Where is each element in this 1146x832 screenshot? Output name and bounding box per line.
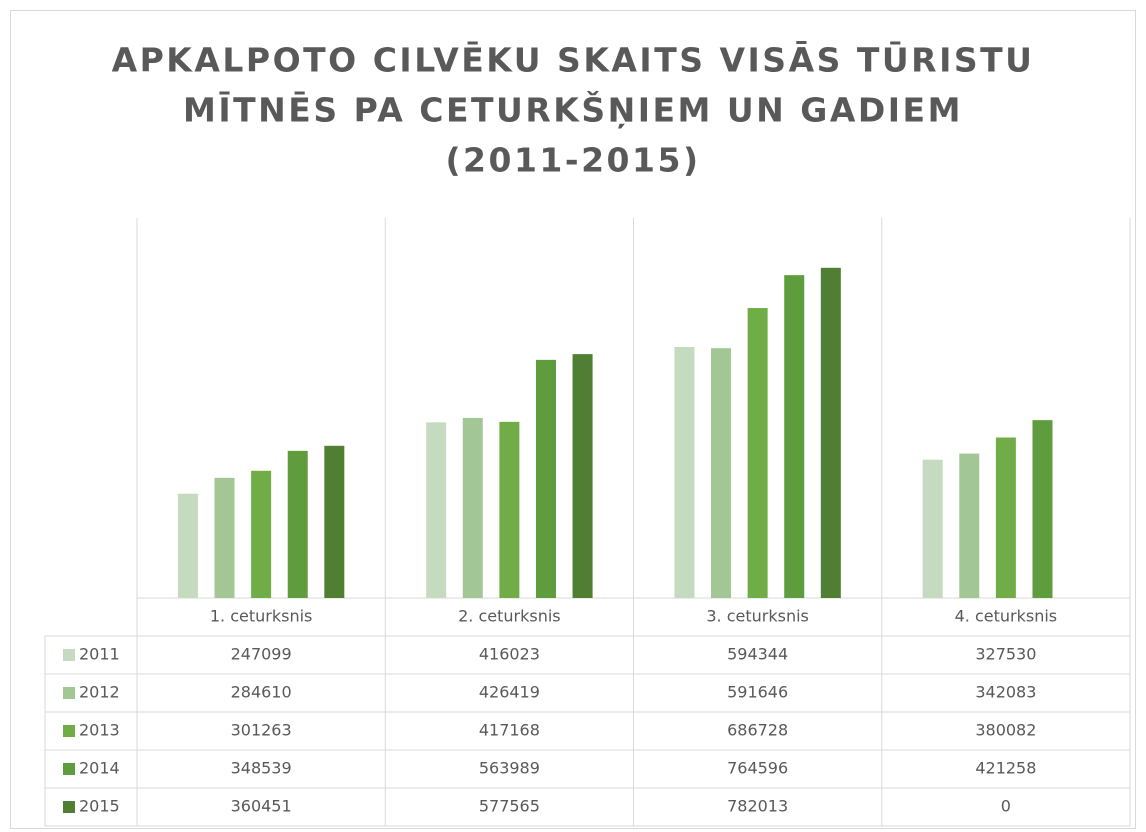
table-cell: 764596 bbox=[727, 759, 788, 778]
table-cell: 284610 bbox=[231, 683, 292, 702]
table-cell: 416023 bbox=[479, 645, 540, 664]
table-cell: 327530 bbox=[975, 645, 1036, 664]
bar bbox=[784, 275, 805, 598]
legend-key bbox=[63, 801, 75, 813]
bar bbox=[462, 417, 483, 598]
table-cell: 421258 bbox=[975, 759, 1036, 778]
table-cell: 563989 bbox=[479, 759, 540, 778]
table-cell: 417168 bbox=[479, 721, 540, 740]
category-label: 2. ceturksnis bbox=[458, 607, 561, 626]
category-label: 1. ceturksnis bbox=[210, 607, 313, 626]
legend-key bbox=[63, 687, 75, 699]
table-cell: 380082 bbox=[975, 721, 1036, 740]
table-cell: 782013 bbox=[727, 797, 788, 816]
bar bbox=[820, 267, 841, 598]
table-cell: 301263 bbox=[231, 721, 292, 740]
table-cell: 247099 bbox=[231, 645, 292, 664]
category-label: 3. ceturksnis bbox=[706, 607, 809, 626]
bar bbox=[747, 308, 768, 598]
chart-title: APKALPOTO CILVĒKU SKAITS VISĀS TŪRISTU bbox=[112, 40, 1035, 80]
legend-key bbox=[63, 649, 75, 661]
legend-label: 2014 bbox=[79, 759, 120, 778]
table-cell: 348539 bbox=[231, 759, 292, 778]
bar bbox=[1032, 420, 1053, 598]
table-cell: 342083 bbox=[975, 683, 1036, 702]
table-cell: 360451 bbox=[231, 797, 292, 816]
table-cell: 577565 bbox=[479, 797, 540, 816]
bar bbox=[674, 347, 695, 598]
table-cell: 591646 bbox=[727, 683, 788, 702]
chart-title: (2011-2015) bbox=[445, 141, 700, 180]
bar bbox=[995, 437, 1016, 598]
bar bbox=[426, 422, 447, 598]
bar bbox=[251, 470, 272, 598]
legend-label: 2013 bbox=[79, 721, 120, 740]
bar bbox=[177, 493, 198, 598]
table-cell: 426419 bbox=[479, 683, 540, 702]
bar bbox=[499, 421, 520, 598]
table-cell: 686728 bbox=[727, 721, 788, 740]
legend-key bbox=[63, 763, 75, 775]
legend-key bbox=[63, 725, 75, 737]
bar bbox=[214, 477, 235, 598]
bar bbox=[535, 359, 556, 598]
bar bbox=[711, 348, 732, 598]
table-cell: 594344 bbox=[727, 645, 788, 664]
bar bbox=[287, 450, 308, 598]
bar bbox=[324, 445, 345, 598]
chart-title: MĪTNĒS PA CETURKŠŅIEM UN GADIEM bbox=[183, 90, 963, 130]
category-label: 4. ceturksnis bbox=[955, 607, 1058, 626]
legend-label: 2015 bbox=[79, 797, 120, 816]
bar bbox=[572, 354, 593, 598]
legend-label: 2012 bbox=[79, 683, 120, 702]
bar bbox=[922, 459, 943, 598]
table-cell: 0 bbox=[1001, 797, 1011, 816]
bar bbox=[959, 453, 980, 598]
legend-label: 2011 bbox=[79, 645, 120, 664]
